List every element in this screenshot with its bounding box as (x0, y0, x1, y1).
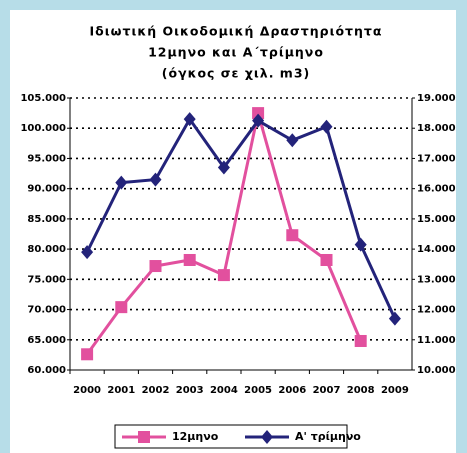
marker (183, 253, 196, 266)
marker (286, 133, 299, 148)
y2-tick-label: 11.000 (417, 335, 456, 346)
marker (217, 269, 230, 282)
marker (320, 119, 333, 134)
legend-label: 12μηνο (172, 430, 219, 443)
marker (388, 311, 401, 326)
y2-tick-label: 15.000 (417, 214, 456, 225)
y-tick-label: 70.000 (27, 305, 66, 316)
y-tick-label: 65.000 (27, 335, 66, 346)
marker (149, 260, 162, 273)
marker (252, 113, 265, 128)
x-tick-label: 2002 (142, 385, 170, 396)
x-tick-label: 2000 (73, 385, 101, 396)
y-tick-label: 80.000 (27, 244, 66, 255)
x-tick-label: 2005 (244, 385, 272, 396)
marker (354, 334, 367, 347)
series-line (85, 116, 397, 320)
marker (252, 107, 265, 120)
legend-label: Α' τρίμηνο (295, 430, 361, 443)
y-tick-label: 100.000 (20, 123, 66, 134)
x-tick-label: 2004 (210, 385, 238, 396)
y2-tick-label: 17.000 (417, 153, 456, 164)
y2-tick-label: 13.000 (417, 274, 456, 285)
x-tick-label: 2003 (176, 385, 204, 396)
marker (81, 348, 94, 361)
marker (138, 431, 150, 443)
marker (115, 301, 128, 314)
y-tick-label: 105.000 (20, 93, 66, 104)
marker (149, 172, 162, 187)
marker (115, 175, 128, 190)
marker (217, 160, 230, 175)
chart-title: (όγκος σε χιλ. m3) (162, 66, 310, 81)
y2-tick-label: 16.000 (417, 184, 456, 195)
marker (81, 245, 94, 260)
marker (183, 112, 196, 127)
marker (354, 237, 367, 252)
y2-tick-label: 10.000 (417, 365, 456, 376)
marker (261, 430, 273, 444)
y-tick-label: 95.000 (27, 153, 66, 164)
y-tick-label: 85.000 (27, 214, 66, 225)
y2-tick-label: 18.000 (417, 123, 456, 134)
x-tick-label: 2008 (347, 385, 375, 396)
chart-title: 12μηνο και Α΄τρίμηνο (148, 45, 324, 60)
marker (320, 253, 333, 266)
marker (286, 229, 299, 242)
x-tick-label: 2007 (313, 385, 341, 396)
x-tick-label: 2006 (278, 385, 306, 396)
y2-tick-label: 14.000 (417, 244, 456, 255)
y2-tick-label: 19.000 (417, 93, 456, 104)
x-tick-label: 2009 (381, 385, 409, 396)
x-tick-label: 2001 (107, 385, 135, 396)
chart-title: Ιδιωτική Οικοδομική Δραστηριότητα (90, 24, 383, 39)
y-tick-label: 60.000 (27, 365, 66, 376)
y-tick-label: 90.000 (27, 184, 66, 195)
y-tick-label: 75.000 (27, 274, 66, 285)
legend-box (114, 424, 348, 449)
y2-tick-label: 12.000 (417, 305, 456, 316)
